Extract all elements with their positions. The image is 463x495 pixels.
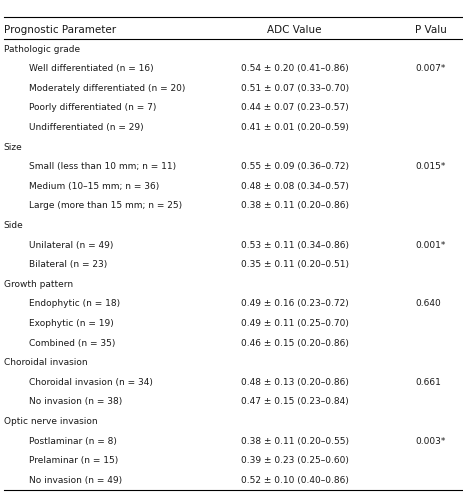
Text: Large (more than 15 mm; n = 25): Large (more than 15 mm; n = 25)	[29, 201, 182, 210]
Text: 0.54 ± 0.20 (0.41–0.86): 0.54 ± 0.20 (0.41–0.86)	[240, 64, 348, 73]
Text: 0.003*: 0.003*	[414, 437, 444, 446]
Text: Unilateral (n = 49): Unilateral (n = 49)	[29, 241, 113, 249]
Text: Bilateral (n = 23): Bilateral (n = 23)	[29, 260, 107, 269]
Text: Size: Size	[4, 143, 22, 151]
Text: Postlaminar (n = 8): Postlaminar (n = 8)	[29, 437, 117, 446]
Text: Undifferentiated (n = 29): Undifferentiated (n = 29)	[29, 123, 144, 132]
Text: 0.44 ± 0.07 (0.23–0.57): 0.44 ± 0.07 (0.23–0.57)	[240, 103, 348, 112]
Text: Prognostic Parameter: Prognostic Parameter	[4, 25, 116, 35]
Text: 0.39 ± 0.23 (0.25–0.60): 0.39 ± 0.23 (0.25–0.60)	[240, 456, 348, 465]
Text: 0.48 ± 0.13 (0.20–0.86): 0.48 ± 0.13 (0.20–0.86)	[240, 378, 348, 387]
Text: Side: Side	[4, 221, 24, 230]
Text: Choroidal invasion (n = 34): Choroidal invasion (n = 34)	[29, 378, 153, 387]
Text: 0.49 ± 0.16 (0.23–0.72): 0.49 ± 0.16 (0.23–0.72)	[240, 299, 348, 308]
Text: 0.49 ± 0.11 (0.25–0.70): 0.49 ± 0.11 (0.25–0.70)	[240, 319, 348, 328]
Text: Choroidal invasion: Choroidal invasion	[4, 358, 87, 367]
Text: 0.007*: 0.007*	[414, 64, 444, 73]
Text: 0.55 ± 0.09 (0.36–0.72): 0.55 ± 0.09 (0.36–0.72)	[240, 162, 348, 171]
Text: Growth pattern: Growth pattern	[4, 280, 73, 289]
Text: P Valu: P Valu	[414, 25, 446, 35]
Text: Pathologic grade: Pathologic grade	[4, 45, 80, 53]
Text: 0.38 ± 0.11 (0.20–0.55): 0.38 ± 0.11 (0.20–0.55)	[240, 437, 348, 446]
Text: Endophytic (n = 18): Endophytic (n = 18)	[29, 299, 120, 308]
Text: 0.38 ± 0.11 (0.20–0.86): 0.38 ± 0.11 (0.20–0.86)	[240, 201, 348, 210]
Text: 0.661: 0.661	[414, 378, 440, 387]
Text: Well differentiated (n = 16): Well differentiated (n = 16)	[29, 64, 154, 73]
Text: Medium (10–15 mm; n = 36): Medium (10–15 mm; n = 36)	[29, 182, 159, 191]
Text: 0.48 ± 0.08 (0.34–0.57): 0.48 ± 0.08 (0.34–0.57)	[240, 182, 348, 191]
Text: No invasion (n = 49): No invasion (n = 49)	[29, 476, 122, 485]
Text: Small (less than 10 mm; n = 11): Small (less than 10 mm; n = 11)	[29, 162, 176, 171]
Text: Moderately differentiated (n = 20): Moderately differentiated (n = 20)	[29, 84, 185, 93]
Text: 0.46 ± 0.15 (0.20–0.86): 0.46 ± 0.15 (0.20–0.86)	[240, 339, 348, 347]
Text: 0.001*: 0.001*	[414, 241, 444, 249]
Text: 0.35 ± 0.11 (0.20–0.51): 0.35 ± 0.11 (0.20–0.51)	[240, 260, 348, 269]
Text: 0.51 ± 0.07 (0.33–0.70): 0.51 ± 0.07 (0.33–0.70)	[240, 84, 348, 93]
Text: 0.015*: 0.015*	[414, 162, 444, 171]
Text: 0.41 ± 0.01 (0.20–0.59): 0.41 ± 0.01 (0.20–0.59)	[240, 123, 348, 132]
Text: Optic nerve invasion: Optic nerve invasion	[4, 417, 97, 426]
Text: No invasion (n = 38): No invasion (n = 38)	[29, 397, 122, 406]
Text: 0.53 ± 0.11 (0.34–0.86): 0.53 ± 0.11 (0.34–0.86)	[240, 241, 348, 249]
Text: Poorly differentiated (n = 7): Poorly differentiated (n = 7)	[29, 103, 156, 112]
Text: Prelaminar (n = 15): Prelaminar (n = 15)	[29, 456, 118, 465]
Text: ADC Value: ADC Value	[267, 25, 321, 35]
Text: 0.47 ± 0.15 (0.23–0.84): 0.47 ± 0.15 (0.23–0.84)	[240, 397, 348, 406]
Text: 0.52 ± 0.10 (0.40–0.86): 0.52 ± 0.10 (0.40–0.86)	[240, 476, 348, 485]
Text: 0.640: 0.640	[414, 299, 440, 308]
Text: Combined (n = 35): Combined (n = 35)	[29, 339, 115, 347]
Text: Exophytic (n = 19): Exophytic (n = 19)	[29, 319, 114, 328]
